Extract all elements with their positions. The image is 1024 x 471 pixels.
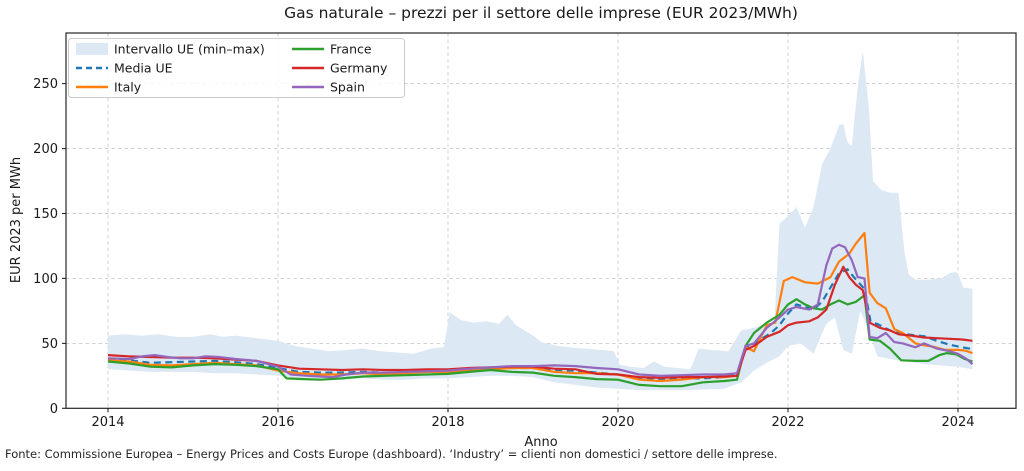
y-tick-label: 200 (33, 142, 58, 157)
y-tick-label: 0 (50, 402, 58, 417)
legend-swatch-eu-range (76, 43, 108, 55)
eu-range-band (108, 51, 973, 391)
series-line-germany (107, 265, 973, 379)
x-tick-label: 2014 (91, 415, 124, 430)
y-tick-label: 100 (33, 272, 58, 287)
series-line-media-ue (107, 268, 973, 381)
series-line-italy (107, 231, 973, 383)
legend-label-italy: Italy (114, 80, 142, 95)
y-axis-label: EUR 2023 per MWh (9, 157, 24, 283)
series-line-france (107, 294, 973, 388)
legend-label-germany: Germany (330, 61, 388, 76)
x-tick-label: 2024 (941, 415, 974, 430)
legend-label-spain: Spain (330, 80, 365, 95)
x-tick-label: 2018 (431, 415, 464, 430)
plot-area: 2014 2016 2018 2020 2022 2024 0 50 100 150 200 250 (33, 32, 1017, 430)
x-axis-label: Anno (524, 435, 557, 450)
y-tick-label: 50 (41, 337, 58, 352)
series-line-spain (107, 243, 974, 379)
legend-label-eu-range: Intervallo UE (min–max) (114, 42, 265, 57)
plot-border (65, 32, 1017, 409)
x-tick-label: 2022 (771, 415, 804, 430)
chart-title: Gas naturale – prezzi per il settore del… (284, 4, 798, 22)
y-tick-label: 150 (33, 207, 58, 222)
y-tick-label: 250 (33, 77, 58, 92)
legend-box (68, 38, 405, 98)
legend-label-media-ue: Media UE (114, 61, 173, 76)
legend-label-france: France (330, 42, 372, 57)
legend: Intervallo UE (min–max) Media UE Italy F… (68, 38, 405, 98)
source-footnote: Fonte: Commissione Europea – Energy Pric… (5, 447, 778, 461)
x-tick-label: 2016 (261, 415, 294, 430)
x-tick-label: 2020 (601, 415, 634, 430)
